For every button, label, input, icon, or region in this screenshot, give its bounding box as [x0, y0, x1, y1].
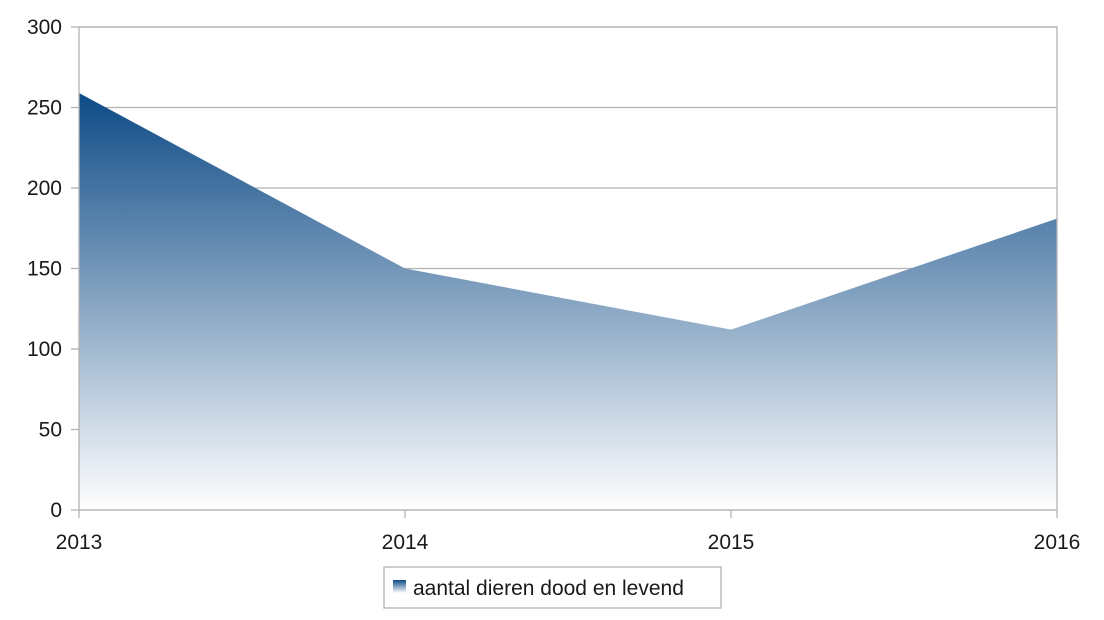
y-tick-label: 200 — [27, 177, 62, 200]
legend-label: aantal dieren dood en levend — [413, 577, 684, 600]
y-tick-label: 50 — [39, 419, 62, 442]
y-axis-tick-labels: 0 50 100 150 200 250 300 — [27, 16, 62, 522]
y-tick-label: 0 — [50, 499, 62, 522]
x-tick-label: 2016 — [1034, 531, 1081, 554]
y-tick-label: 250 — [27, 97, 62, 120]
y-tick-label: 100 — [27, 338, 62, 361]
x-tick-label: 2014 — [382, 531, 429, 554]
series-area — [79, 93, 1057, 510]
plot-border — [78, 26, 1058, 511]
x-axis-tick-labels: 2013 2014 2015 2016 — [56, 531, 1081, 554]
x-tick-label: 2013 — [56, 531, 103, 554]
legend: aantal dieren dood en levend — [383, 566, 722, 609]
plot-frame — [78, 26, 1058, 518]
legend-box — [383, 566, 722, 609]
y-tick-label: 150 — [27, 258, 62, 281]
y-tick-label: 300 — [27, 16, 62, 39]
series-area-fill — [79, 93, 1057, 510]
legend-swatch — [393, 580, 406, 593]
x-tick-label: 2015 — [708, 531, 755, 554]
